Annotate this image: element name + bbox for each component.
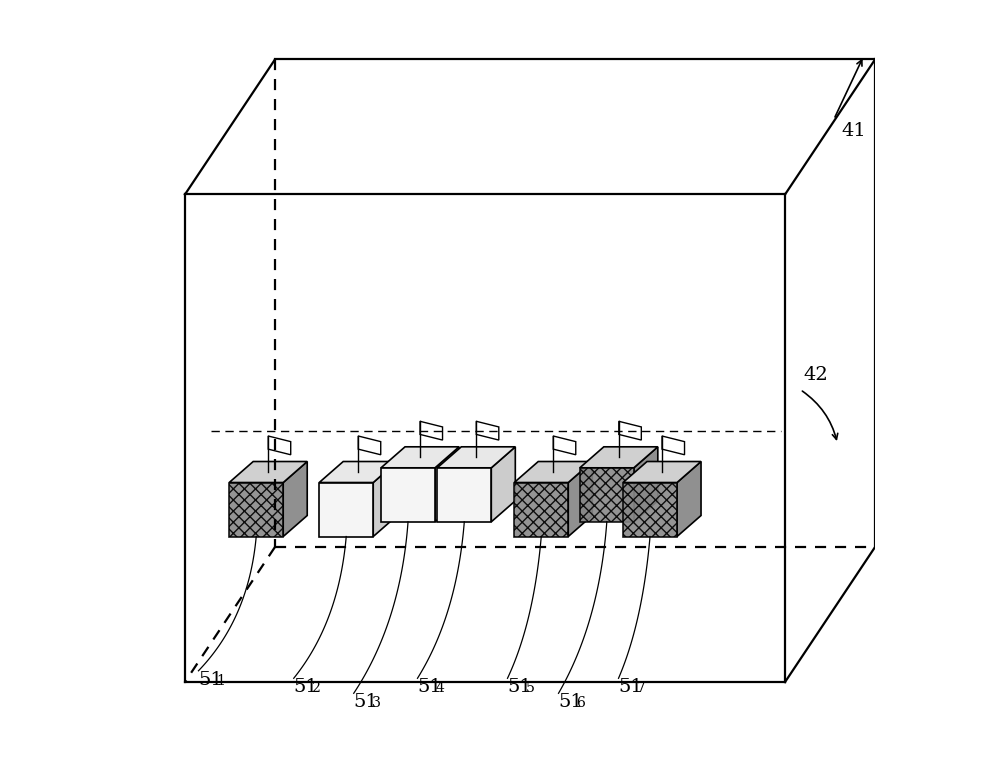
Polygon shape: [580, 468, 634, 522]
Polygon shape: [580, 447, 658, 468]
Text: 6: 6: [577, 696, 585, 711]
Polygon shape: [491, 447, 515, 522]
Polygon shape: [283, 461, 307, 536]
Polygon shape: [514, 483, 568, 536]
Polygon shape: [381, 468, 435, 522]
Polygon shape: [553, 436, 576, 455]
Polygon shape: [476, 421, 499, 440]
Polygon shape: [677, 461, 701, 536]
Polygon shape: [268, 436, 291, 455]
Polygon shape: [662, 436, 685, 455]
Text: 51: 51: [198, 671, 223, 689]
Polygon shape: [319, 483, 373, 536]
Polygon shape: [514, 461, 592, 483]
Text: 51: 51: [619, 678, 643, 696]
Text: 3: 3: [372, 696, 381, 711]
Text: 51: 51: [559, 693, 583, 711]
Polygon shape: [437, 447, 515, 468]
Polygon shape: [634, 447, 658, 522]
Polygon shape: [623, 461, 701, 483]
Polygon shape: [435, 447, 459, 522]
Polygon shape: [437, 468, 491, 522]
Text: 41: 41: [841, 121, 866, 140]
Text: 2: 2: [312, 681, 321, 695]
Polygon shape: [568, 461, 592, 536]
Text: 4: 4: [435, 681, 444, 695]
Text: 5: 5: [526, 681, 535, 695]
Polygon shape: [229, 483, 283, 536]
Polygon shape: [381, 447, 459, 468]
Text: 51: 51: [508, 678, 532, 696]
Polygon shape: [623, 483, 677, 536]
Polygon shape: [420, 421, 443, 440]
Text: 51: 51: [294, 678, 318, 696]
Polygon shape: [358, 436, 381, 455]
Text: 42: 42: [804, 365, 829, 384]
Polygon shape: [319, 461, 397, 483]
Polygon shape: [229, 461, 307, 483]
Text: 51: 51: [354, 693, 378, 711]
Text: 1: 1: [216, 674, 225, 688]
Polygon shape: [373, 461, 397, 536]
Text: 7: 7: [637, 681, 645, 695]
Text: 51: 51: [417, 678, 442, 696]
Polygon shape: [619, 421, 641, 440]
